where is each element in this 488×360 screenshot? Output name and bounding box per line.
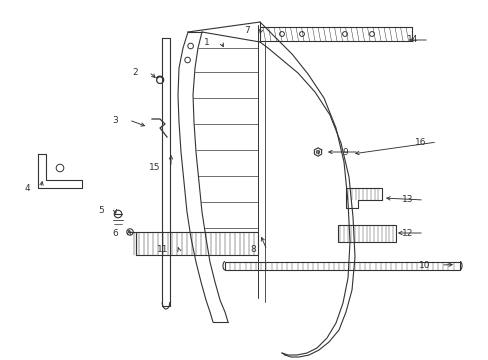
Text: 6: 6 [112, 230, 118, 239]
Text: 1: 1 [204, 37, 209, 46]
Text: 8: 8 [250, 246, 256, 255]
Bar [224, 261, 459, 270]
Text: 15: 15 [148, 162, 160, 171]
Text: 4: 4 [24, 184, 30, 193]
Text: 3: 3 [112, 116, 118, 125]
Text: 14: 14 [406, 36, 417, 45]
Text: 11: 11 [156, 246, 168, 255]
Bar [337, 225, 395, 242]
Text: 2: 2 [132, 68, 138, 77]
Text: 9: 9 [342, 148, 347, 157]
Text: 16: 16 [414, 138, 425, 147]
Bar [136, 232, 258, 255]
Text: 12: 12 [401, 229, 412, 238]
Text: 13: 13 [401, 195, 412, 204]
Text: 5: 5 [98, 206, 104, 215]
Text: 7: 7 [244, 26, 249, 35]
Text: 10: 10 [418, 261, 429, 270]
